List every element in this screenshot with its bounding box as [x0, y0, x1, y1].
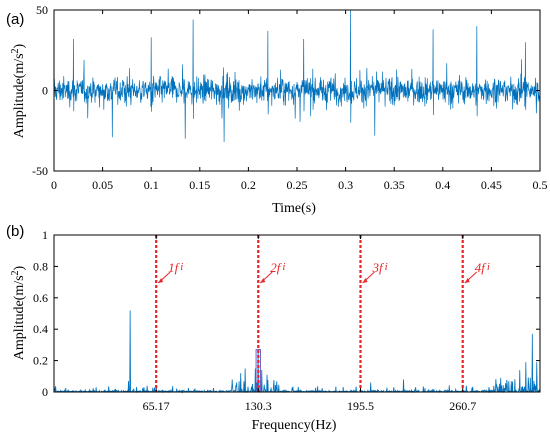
harmonic-marker-label: 1f i	[168, 260, 183, 275]
time-x-tick-label: 0.3	[338, 178, 353, 192]
harmonic-markers: 1f i 2f i 3f i 4f i	[155, 235, 490, 392]
frequency-y-tick-label: 0.8	[33, 259, 48, 273]
time-x-tick-label: 0.15	[189, 178, 210, 192]
harmonic-arrowhead	[158, 278, 164, 283]
time-x-tick-label: 0.25	[287, 178, 308, 192]
time-plot-frame	[53, 9, 541, 172]
harmonic-marker-label: 4f i	[475, 260, 490, 275]
frequency-x-tick-label: 195.5	[347, 399, 374, 413]
harmonic-arrowhead	[464, 278, 470, 283]
time-x-tick-label: 0.05	[92, 178, 113, 192]
time-x-tick-label: 0.45	[481, 178, 502, 192]
time-axis-title: Time(s)	[272, 201, 316, 216]
frequency-x-tick-label: 260.7	[449, 399, 476, 413]
spectrum-plot-frame	[53, 234, 541, 393]
time-domain-panel: (a) 0 0.05 0.1 0.15 0.2 0.25 0.3 0.35 0.4 0.45 0.5…	[6, 3, 548, 216]
time-x-tick-label: 0.5	[533, 178, 548, 192]
panel-label-b: (b)	[6, 223, 24, 240]
frequency-y-tick-label: 0	[42, 385, 48, 399]
time-x-tick-label: 0.2	[241, 178, 256, 192]
time-y-tick-label: 0	[42, 84, 48, 98]
frequency-axis-ticks: 65.17 130.3 195.5 260.7 0 0.2 0.4 0.6 0.8 1	[33, 228, 540, 413]
time-axis-ticks: 0 0.05 0.1 0.15 0.2 0.25 0.3 0.35 0.4 0.45 0.5-500…	[32, 3, 548, 192]
frequency-panel: (b) 1f i 2f i 3f i 4f i 65.17 130.3 195.5 260.7 0 0.…	[6, 223, 541, 433]
time-signal-plot	[53, 9, 541, 143]
time-x-tick-label: 0.1	[144, 178, 159, 192]
time-amplitude-axis-title: Amplitude(m/s2)	[10, 43, 27, 138]
frequency-x-tick-label: 130.3	[245, 399, 272, 413]
frequency-x-tick-label: 65.17	[143, 399, 170, 413]
frequency-axis-title: Frequency(Hz)	[252, 418, 337, 433]
harmonic-marker-label: 3f i	[371, 260, 387, 275]
frequency-y-tick-label: 0.4	[33, 322, 48, 336]
harmonic-arrowhead	[260, 278, 266, 283]
frequency-y-tick-label: 0.2	[33, 354, 48, 368]
harmonic-arrowhead	[362, 278, 368, 283]
time-x-tick-label: 0.4	[435, 178, 450, 192]
time-x-tick-label: 0	[51, 178, 57, 192]
time-y-tick-label: -50	[32, 164, 48, 178]
frequency-y-tick-label: 1	[42, 228, 48, 242]
spectrum-plot	[53, 310, 541, 394]
time-y-tick-label: 50	[36, 3, 48, 17]
time-signal-line	[53, 9, 541, 143]
harmonic-marker-label: 2f i	[270, 260, 285, 275]
time-x-tick-label: 0.35	[384, 178, 405, 192]
frequency-y-tick-label: 0.6	[33, 291, 48, 305]
panel-label-a: (a)	[6, 11, 24, 28]
spectrum-line	[53, 310, 541, 394]
spectrum-amplitude-axis-title: Amplitude(m/s2)	[10, 265, 27, 360]
